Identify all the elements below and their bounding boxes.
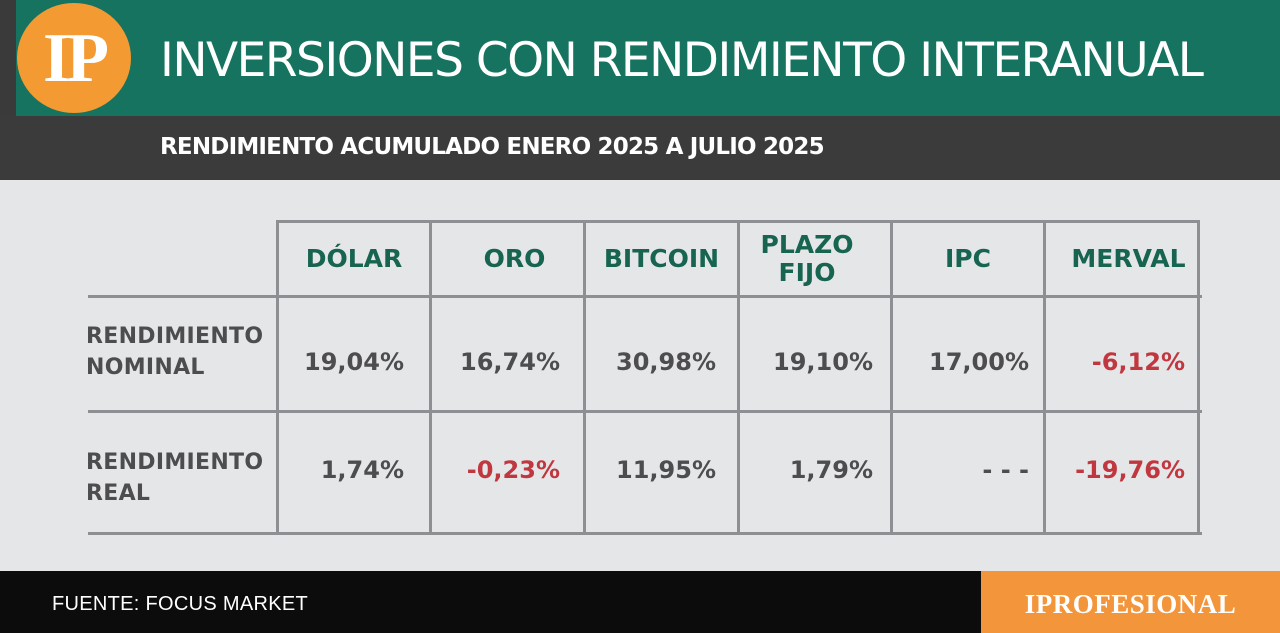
title-bar-edge bbox=[0, 0, 16, 116]
table-col-line bbox=[276, 220, 279, 535]
cell-nominal-ipc: 17,00% bbox=[929, 348, 1029, 376]
table-col-line bbox=[429, 220, 432, 535]
title-bar: IP INVERSIONES CON RENDIMIENTO INTERANUA… bbox=[0, 0, 1280, 116]
cell-real-ipc: - - - bbox=[982, 456, 1029, 484]
table-col-line bbox=[737, 220, 740, 535]
ip-logo-text: IP bbox=[43, 20, 109, 97]
row-label-line: RENDIMIENTO bbox=[86, 324, 264, 349]
table-col-line bbox=[1197, 220, 1200, 535]
cell-nominal-dolar: 19,04% bbox=[304, 348, 404, 376]
page-subtitle: RENDIMIENTO ACUMULADO ENERO 2025 A JULIO… bbox=[160, 134, 825, 160]
cell-nominal-merval: -6,12% bbox=[1091, 348, 1185, 376]
row-label-line: RENDIMIENTO bbox=[86, 450, 264, 475]
cell-real-bitcoin: 11,95% bbox=[616, 456, 716, 484]
column-header-dolar: DÓLAR bbox=[305, 244, 403, 273]
cell-real-merval: -19,76% bbox=[1075, 456, 1185, 484]
source-note: FUENTE: FOCUS MARKET bbox=[52, 593, 309, 615]
cell-real-plazo-fijo: 1,79% bbox=[789, 456, 873, 484]
row-label-nominal: RENDIMIENTO NOMINAL bbox=[86, 321, 263, 383]
ip-logo: IP bbox=[17, 3, 131, 113]
table-col-line bbox=[1043, 220, 1046, 535]
column-header-merval: MERVAL bbox=[1071, 244, 1186, 273]
row-label-line: NOMINAL bbox=[86, 355, 205, 380]
column-header-oro: ORO bbox=[483, 244, 546, 273]
cell-real-dolar: 1,74% bbox=[320, 456, 404, 484]
column-header-plazo-fijo: PLAZO FIJO bbox=[760, 230, 854, 287]
footer-bar: FUENTE: FOCUS MARKET IPROFESIONAL bbox=[0, 571, 1280, 633]
row-label-line: REAL bbox=[86, 481, 151, 506]
cell-nominal-bitcoin: 30,98% bbox=[616, 348, 716, 376]
page-title: INVERSIONES CON RENDIMIENTO INTERANUAL bbox=[160, 33, 1204, 88]
brand-logo-text: IPROFESIONAL bbox=[1024, 588, 1237, 619]
table-bottom-line bbox=[88, 532, 1202, 535]
column-header-ipc: IPC bbox=[945, 244, 991, 273]
cell-nominal-oro: 16,74% bbox=[460, 348, 560, 376]
cell-real-oro: -0,23% bbox=[466, 456, 560, 484]
row-label-real: RENDIMIENTO REAL bbox=[86, 447, 263, 509]
cell-nominal-plazo-fijo: 19,10% bbox=[773, 348, 873, 376]
table-row-line bbox=[88, 410, 1202, 413]
table-header-line bbox=[88, 295, 1202, 298]
table-col-line bbox=[890, 220, 893, 535]
subtitle-bar: RENDIMIENTO ACUMULADO ENERO 2025 A JULIO… bbox=[0, 116, 1280, 180]
table-col-line bbox=[583, 220, 586, 535]
brand-logo: IPROFESIONAL bbox=[981, 571, 1280, 633]
column-header-bitcoin: BITCOIN bbox=[603, 244, 720, 273]
